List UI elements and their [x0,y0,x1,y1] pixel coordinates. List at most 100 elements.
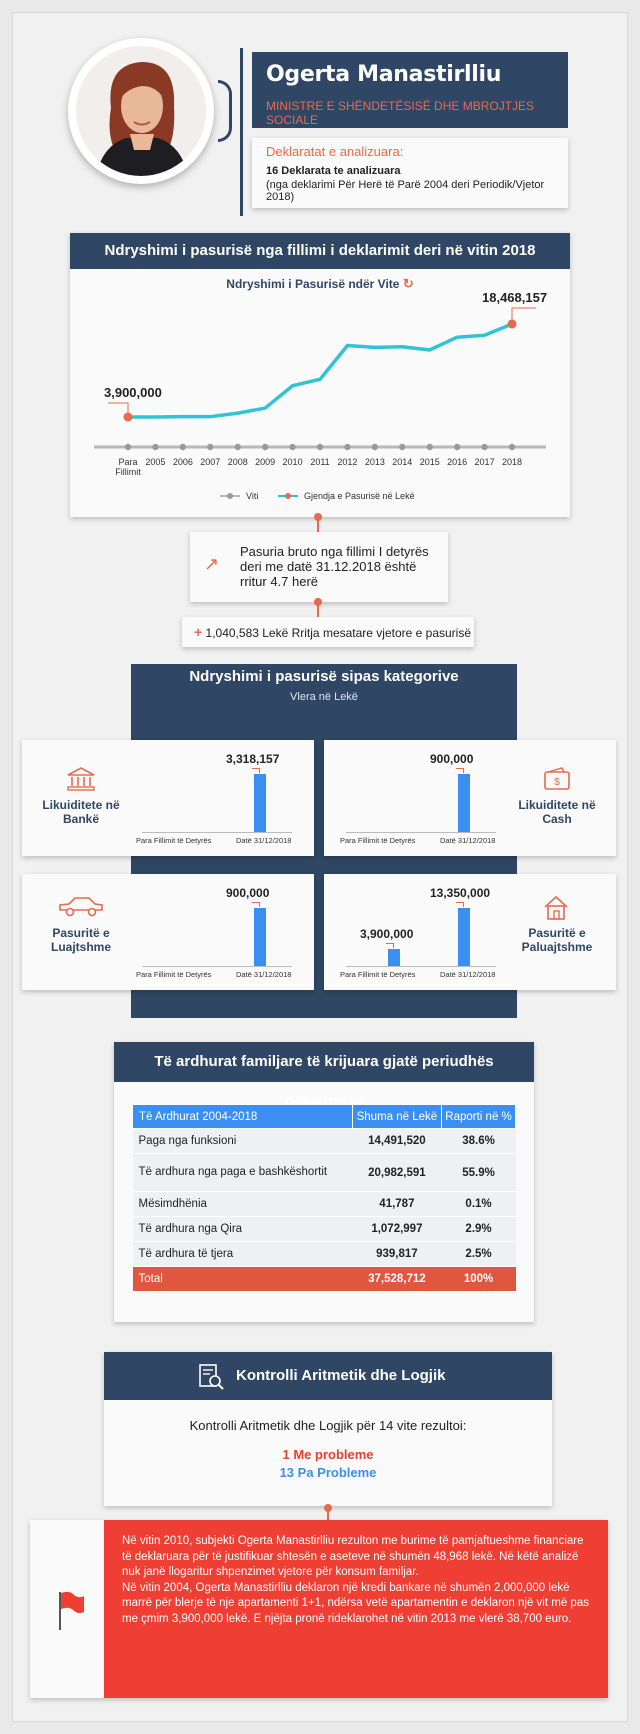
note-paragraph-2: Në vitin 2004, Ogerta Manastirlliu dekla… [122,1581,589,1625]
year-dot [261,443,269,451]
svg-text:$: $ [554,777,560,788]
x-tick-label: Para [118,457,137,467]
income-amount: 41,787 [352,1191,442,1217]
income-table: Të Ardhurat 2004-2018 Shuma në Lekë Rapo… [132,1104,516,1292]
wealth-section-title: Ndryshimi i pasurisë nga fillimi i dekla… [70,233,570,269]
year-dot [179,443,187,451]
category-bar-value: 13,350,000 [430,886,491,900]
end-value-label: 18,468,157 [482,290,547,305]
category-bar-callout [456,902,464,907]
avg-growth-box: + 1,040,583 Lekë Rritja mesatare vjetore… [182,617,474,647]
declarations-count: 16 Deklarata te analizuara [266,165,401,177]
income-amount: 14,491,520 [352,1128,442,1154]
category-card: Pasuritë e Paluajtshme 3,900,000 13,350,00… [324,874,616,990]
year-dot [316,443,324,451]
document-search-icon [199,1364,224,1390]
table-total-row: Total 37,528,712 100% [132,1266,516,1292]
category-bar-after [458,908,470,966]
control-title: Kontrolli Aritmetik dhe Logjik [236,1367,446,1384]
year-dot [508,443,516,451]
year-dot [289,443,296,451]
connector-line [317,517,319,533]
category-bar-callout [252,768,260,773]
year-dot [453,443,461,451]
declarations-box: Deklaratat e analizuara: 16 Deklarata te… [252,138,568,208]
declarations-range: (nga deklarimi Për Herë të Parë 2004 der… [266,179,545,203]
control-with-problems: 1 Me probleme [282,1447,374,1462]
income-col-source: Të Ardhurat 2004-2018 [132,1104,353,1129]
income-ratio: 2.5% [441,1241,516,1267]
year-dot [399,443,406,451]
category-bar-value: 3,318,157 [226,752,280,766]
avg-growth-text: 1,040,583 Lekë Rritja mesatare vjetore e… [205,626,472,640]
income-total-label: Total [132,1266,353,1292]
x-tick-label: 2007 [200,457,220,467]
category-bar-callout [386,943,394,949]
header-divider [240,48,243,216]
control-header: Kontrolli Aritmetik dhe Logjik [104,1352,552,1400]
car-icon [57,894,105,923]
income-amount: 1,072,997 [352,1216,442,1242]
flag-icon [59,1591,84,1630]
income-total-amount: 37,528,712 [352,1266,442,1292]
category-bar-after [254,774,266,832]
category-card: Likuiditete në Bankë 3,318,157 Para Fillim… [22,740,314,856]
control-without-problems: 13 Pa Probleme [279,1465,377,1480]
category-bar-after [458,774,470,832]
income-header-row: Të Ardhurat 2004-2018 Shuma në Lekë Rapo… [132,1104,516,1129]
category-card: $ Likuiditete në Cash 900,000 Para Fillimit… [324,740,616,856]
year-dot [124,443,132,451]
category-axis-label-before: Para Fillimit të Detyrës [136,970,212,979]
trend-up-icon: ↗ [204,554,220,574]
category-bar-after [254,908,266,966]
end-callout [511,307,536,320]
legend-years-label: Viti [246,491,258,501]
official-role: MINISTRE E SHËNDETËSISË DHE MBROJTJES SO… [266,99,535,127]
category-baseline [142,966,292,967]
plus-icon: + [194,624,203,640]
category-baseline [346,966,496,967]
house-icon [542,894,570,927]
income-col-amount: Shuma në Lekë [351,1104,443,1129]
official-name: Ogerta Manastirlliu [266,62,502,87]
start-point-marker [123,412,133,422]
income-amount: 939,817 [352,1241,442,1267]
category-axis-label-after: Datë 31/12/2018 [236,970,292,979]
x-tick-label: 2006 [173,457,193,467]
category-axis-label-after: Datë 31/12/2018 [440,836,496,845]
legend-wealth-label: Gjendja e Pasurisë në Lekë [304,491,415,501]
table-row: Të ardhura nga Qira 1,072,997 2.9% [132,1216,516,1242]
x-tick-label: 2012 [337,457,357,467]
x-tick-label: 2011 [310,457,329,467]
note-paragraph-1: Në vitin 2010, subjekti Ogerta Manastirl… [122,1535,584,1578]
income-total-ratio: 100% [441,1266,516,1292]
category-axis-label-before: Para Fillimit të Detyrës [340,836,416,845]
table-row: Të ardhura nga paga e bashkëshortit 20,9… [132,1153,516,1192]
name-banner: Ogerta Manastirlliu MINISTRE E SHËNDETËS… [252,52,568,128]
connector-dot [314,513,322,521]
categories-subtitle: Vlera në Lekë [290,691,358,703]
income-title: Të ardhurat familjare të krijuara gjatë … [114,1042,534,1110]
category-baseline [142,832,292,833]
category-card: Pasuritë e Luajtshme 900,000 Para Fillimit… [22,874,314,990]
table-row: Mësimdhënia 41,787 0.1% [132,1191,516,1217]
income-ratio: 38.6% [441,1128,516,1154]
category-bar-value: 900,000 [430,752,474,766]
category-bar-callout [252,902,260,907]
category-label: Pasuritë e Luajtshme [50,926,111,954]
wealth-chart-card [70,233,570,517]
year-dot [207,443,214,451]
wealth-series-line [128,322,513,419]
table-row: Paga nga funksioni 14,491,520 38.6% [132,1128,516,1154]
x-tick-label: 2009 [255,457,275,467]
category-label: Likuiditete në Cash [518,798,596,826]
income-source: Mësimdhënia [132,1191,353,1217]
start-callout [108,402,129,413]
category-bar-value: 3,900,000 [360,927,414,942]
bank-icon [66,766,96,797]
income-amount: 20,982,591 [352,1153,442,1192]
table-row: Të ardhura të tjera 939,817 2.5% [132,1241,516,1267]
connector-dot-2 [314,598,322,606]
income-source: Të ardhura të tjera [132,1241,353,1267]
